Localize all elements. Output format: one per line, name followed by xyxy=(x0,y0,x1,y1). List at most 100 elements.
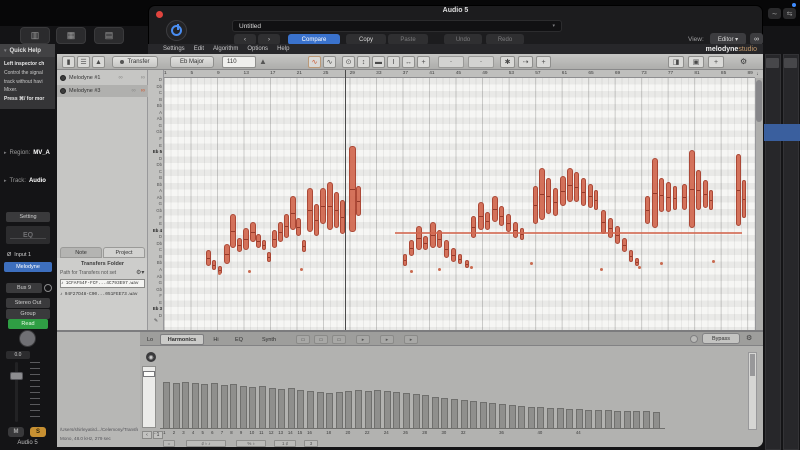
menu-help[interactable]: Help xyxy=(277,46,290,52)
note-blob[interactable] xyxy=(567,168,573,202)
track-row-1[interactable]: Melodyne #1 ∞ ∞ xyxy=(57,72,148,84)
note-edit-tool-icon[interactable]: ∿ xyxy=(323,56,336,68)
output-slot[interactable]: Stereo Out xyxy=(6,298,50,308)
note-blob[interactable] xyxy=(645,196,650,224)
note-blob[interactable] xyxy=(416,226,422,250)
harmonic-bar[interactable] xyxy=(643,411,650,428)
note-blob[interactable] xyxy=(272,230,277,248)
harmonic-bar[interactable] xyxy=(259,386,266,428)
tabbar-control[interactable]: ▭ xyxy=(314,335,328,344)
playhead[interactable] xyxy=(345,70,346,330)
tab-harmonics[interactable]: Harmonics xyxy=(160,334,204,345)
scroll-mode-icon[interactable]: ◨ xyxy=(668,56,684,68)
back-button[interactable]: ‹ xyxy=(234,34,256,45)
note-blob[interactable] xyxy=(696,170,701,210)
harmonic-bar[interactable] xyxy=(499,404,506,428)
monitor-icon[interactable] xyxy=(60,88,66,94)
harmonics-control[interactable]: % ♭ xyxy=(236,440,266,447)
track-row[interactable]: ▸ Track: Audio xyxy=(4,177,46,184)
quick-help-header[interactable]: ▾ Quick Help xyxy=(0,44,55,57)
harmonic-bar[interactable] xyxy=(182,382,190,428)
tabbar-control[interactable]: ▸ xyxy=(380,335,394,344)
send-bus-slot[interactable]: Bus 9 xyxy=(6,283,42,293)
zoom-overview-icon[interactable]: ▲ xyxy=(92,56,105,68)
unvoiced-blob-icon[interactable] xyxy=(638,266,641,269)
note-blob[interactable] xyxy=(267,252,271,262)
note-blob[interactable] xyxy=(314,204,319,236)
note-blob[interactable] xyxy=(262,240,266,250)
sound-editor-gear-icon[interactable]: ⚙ xyxy=(746,335,753,342)
mixer-strip[interactable] xyxy=(783,54,799,450)
panels-icon[interactable]: ▥ xyxy=(20,27,50,44)
harmonic-bar[interactable] xyxy=(220,385,228,428)
tool-list-icon[interactable]: ☰ xyxy=(77,56,90,68)
unvoiced-blob-icon[interactable] xyxy=(712,260,715,263)
note-blob[interactable] xyxy=(533,186,538,224)
snap-time-icon[interactable]: ⇢ xyxy=(518,56,533,68)
note-blob[interactable] xyxy=(622,238,627,252)
time-field[interactable]: - xyxy=(468,56,494,68)
note-blob[interactable] xyxy=(296,218,301,236)
harmonic-bar[interactable] xyxy=(412,394,420,428)
note-blob[interactable] xyxy=(520,228,524,240)
note-blob[interactable] xyxy=(478,202,484,230)
note-blob[interactable] xyxy=(588,184,593,208)
harmonic-bar[interactable] xyxy=(374,390,382,428)
harmonic-bar[interactable] xyxy=(278,389,286,428)
note-blob[interactable] xyxy=(574,172,579,202)
note-blob[interactable] xyxy=(736,154,741,226)
setting-button[interactable]: Setting xyxy=(6,212,50,222)
tab-synth[interactable]: Synth xyxy=(261,336,277,343)
note-blob[interactable] xyxy=(302,240,306,252)
mixer-cell[interactable] xyxy=(784,58,797,68)
note-blob[interactable] xyxy=(492,196,498,222)
harmonic-bar[interactable] xyxy=(575,409,583,428)
list-icon[interactable]: ▤ xyxy=(94,27,124,44)
note-blob[interactable] xyxy=(307,188,313,232)
note-blob[interactable] xyxy=(652,158,658,228)
master-slider-handle[interactable] xyxy=(143,371,155,377)
tab-hi[interactable]: Hi xyxy=(213,336,219,343)
harmonic-bar[interactable] xyxy=(508,405,516,428)
copy-button[interactable]: Copy xyxy=(346,34,386,45)
harmonic-bar[interactable] xyxy=(335,392,343,428)
snap-pitch-icon[interactable]: ✱ xyxy=(500,56,515,68)
note-blob[interactable] xyxy=(403,254,407,266)
harmonic-bar[interactable] xyxy=(537,407,545,428)
toolbar-gear-icon[interactable]: ⚙ xyxy=(740,57,748,66)
note-blob[interactable] xyxy=(666,182,671,212)
harmonic-bar[interactable] xyxy=(547,408,554,428)
harmonic-bar[interactable] xyxy=(518,406,526,428)
nav-prev-button[interactable]: ‹ xyxy=(142,431,152,439)
note-blob[interactable] xyxy=(250,222,256,242)
magnifier-icon[interactable]: ⊙ xyxy=(342,56,355,68)
mute-button[interactable]: M xyxy=(8,427,24,437)
link-icon[interactable]: ∞ xyxy=(750,33,763,45)
tabbar-control[interactable]: ▸ xyxy=(356,335,370,344)
tab-eq[interactable]: EQ xyxy=(235,336,243,343)
note-blob[interactable] xyxy=(601,210,606,234)
harmonic-bar[interactable] xyxy=(393,392,401,428)
monitor-icon[interactable] xyxy=(60,75,66,81)
note-blob[interactable] xyxy=(560,176,566,206)
editor-scrollbar[interactable] xyxy=(755,78,763,330)
unvoiced-blob-icon[interactable] xyxy=(470,266,473,269)
unvoiced-blob-icon[interactable] xyxy=(660,262,663,265)
note-blob[interactable] xyxy=(256,234,261,248)
harmonic-bar[interactable] xyxy=(172,383,180,428)
harmonic-bar[interactable] xyxy=(595,410,602,428)
note-blob[interactable] xyxy=(284,214,289,238)
harmonic-bar[interactable] xyxy=(441,398,449,428)
cycle-icon[interactable]: + xyxy=(536,56,551,68)
solo-button[interactable]: S xyxy=(30,427,46,437)
note-blob[interactable] xyxy=(594,190,598,210)
harmonic-bar[interactable] xyxy=(287,388,295,428)
plugin-power-button[interactable] xyxy=(166,20,187,41)
note-blob[interactable] xyxy=(224,244,230,264)
share-icon[interactable]: ⇆ xyxy=(783,8,796,19)
harmonic-bar[interactable] xyxy=(230,384,238,428)
link-icon[interactable]: ∞ xyxy=(118,75,123,81)
melodyne-plugin-slot[interactable]: Melodyne xyxy=(4,262,52,272)
region-row[interactable]: ▸ Region: MV_A xyxy=(4,149,50,156)
unvoiced-blob-icon[interactable] xyxy=(248,270,251,273)
